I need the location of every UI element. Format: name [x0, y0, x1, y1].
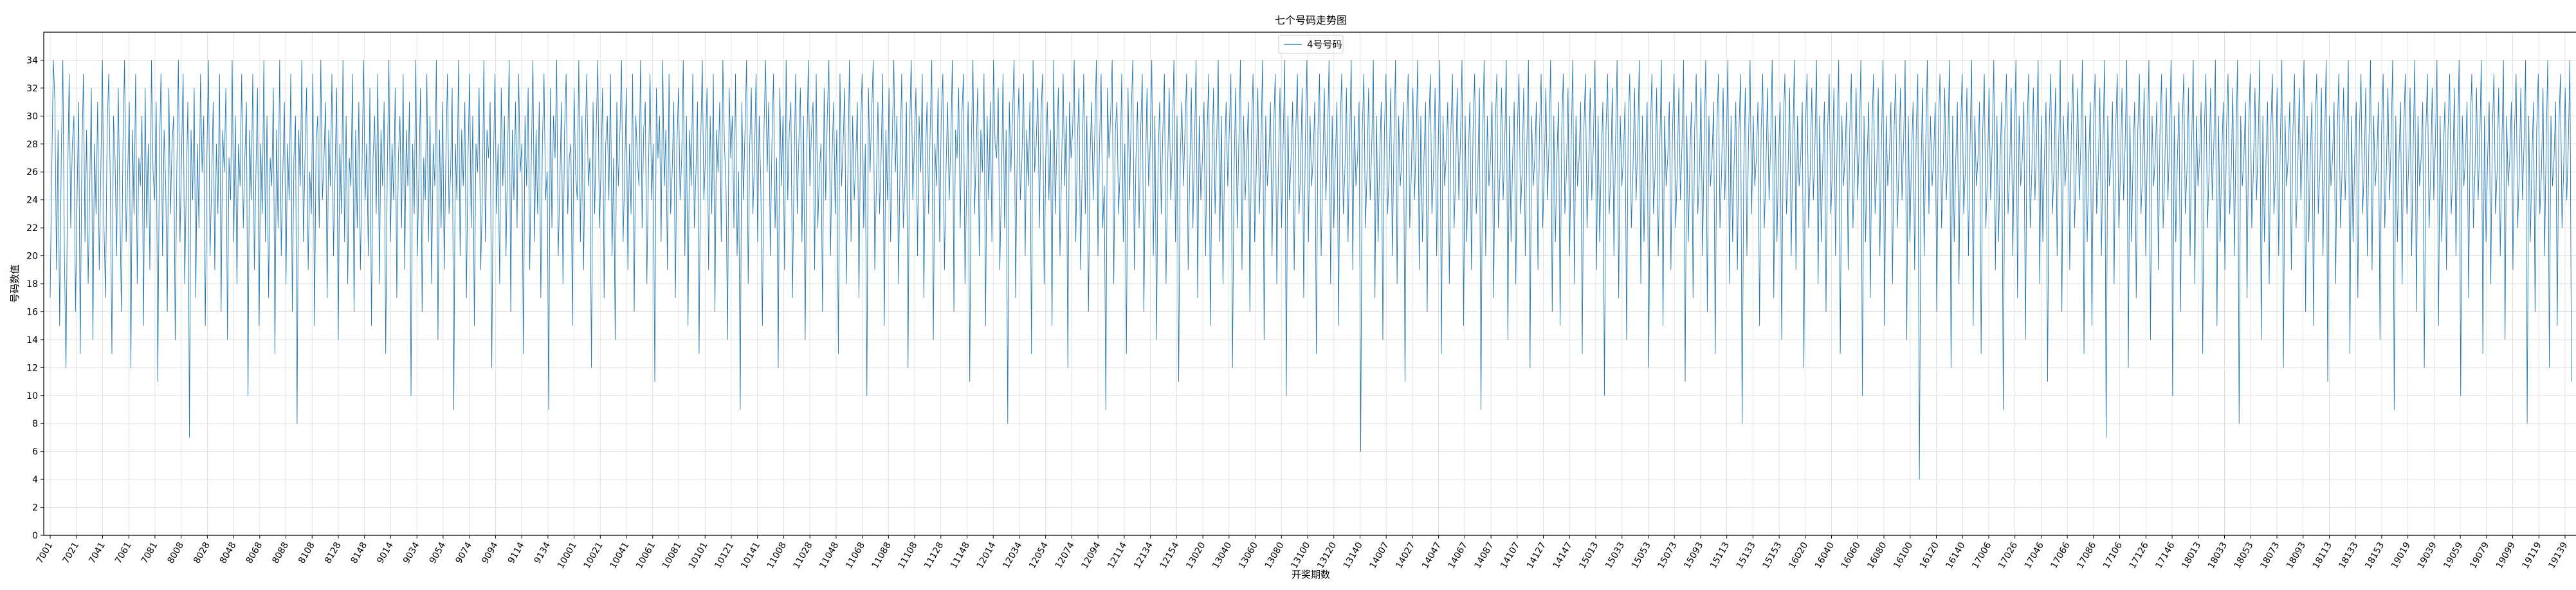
legend-label: 4号号码 — [1307, 39, 1342, 50]
y-tick-label: 34 — [26, 55, 38, 66]
y-tick-label: 4 — [32, 475, 38, 485]
y-axis-label: 号码数值 — [9, 264, 21, 303]
y-tick-label: 14 — [26, 335, 38, 346]
y-tick-label: 6 — [32, 447, 38, 457]
y-tick-label: 8 — [32, 419, 38, 429]
chart-title: 七个号码走势图 — [1275, 14, 1347, 26]
y-tick-label: 26 — [26, 167, 38, 178]
y-tick-label: 12 — [26, 363, 38, 373]
y-tick-label: 24 — [26, 196, 38, 206]
y-tick-label: 30 — [26, 111, 38, 122]
x-axis-label: 开奖期数 — [1292, 569, 1330, 580]
y-tick-label: 10 — [26, 391, 38, 401]
series-line-4 — [50, 59, 2572, 480]
y-tick-label: 16 — [26, 307, 38, 317]
legend-box — [1278, 35, 1344, 54]
y-tick-label: 0 — [32, 531, 38, 541]
series-layer — [50, 59, 2572, 480]
y-tick-label: 2 — [32, 503, 38, 513]
y-tick-label: 28 — [26, 140, 38, 150]
y-tick-label: 22 — [26, 223, 38, 234]
y-tick-label: 32 — [26, 84, 38, 94]
y-tick-label: 18 — [26, 279, 38, 290]
legend: 4号号码 — [1278, 35, 1344, 54]
y-tick-label: 20 — [26, 252, 38, 262]
